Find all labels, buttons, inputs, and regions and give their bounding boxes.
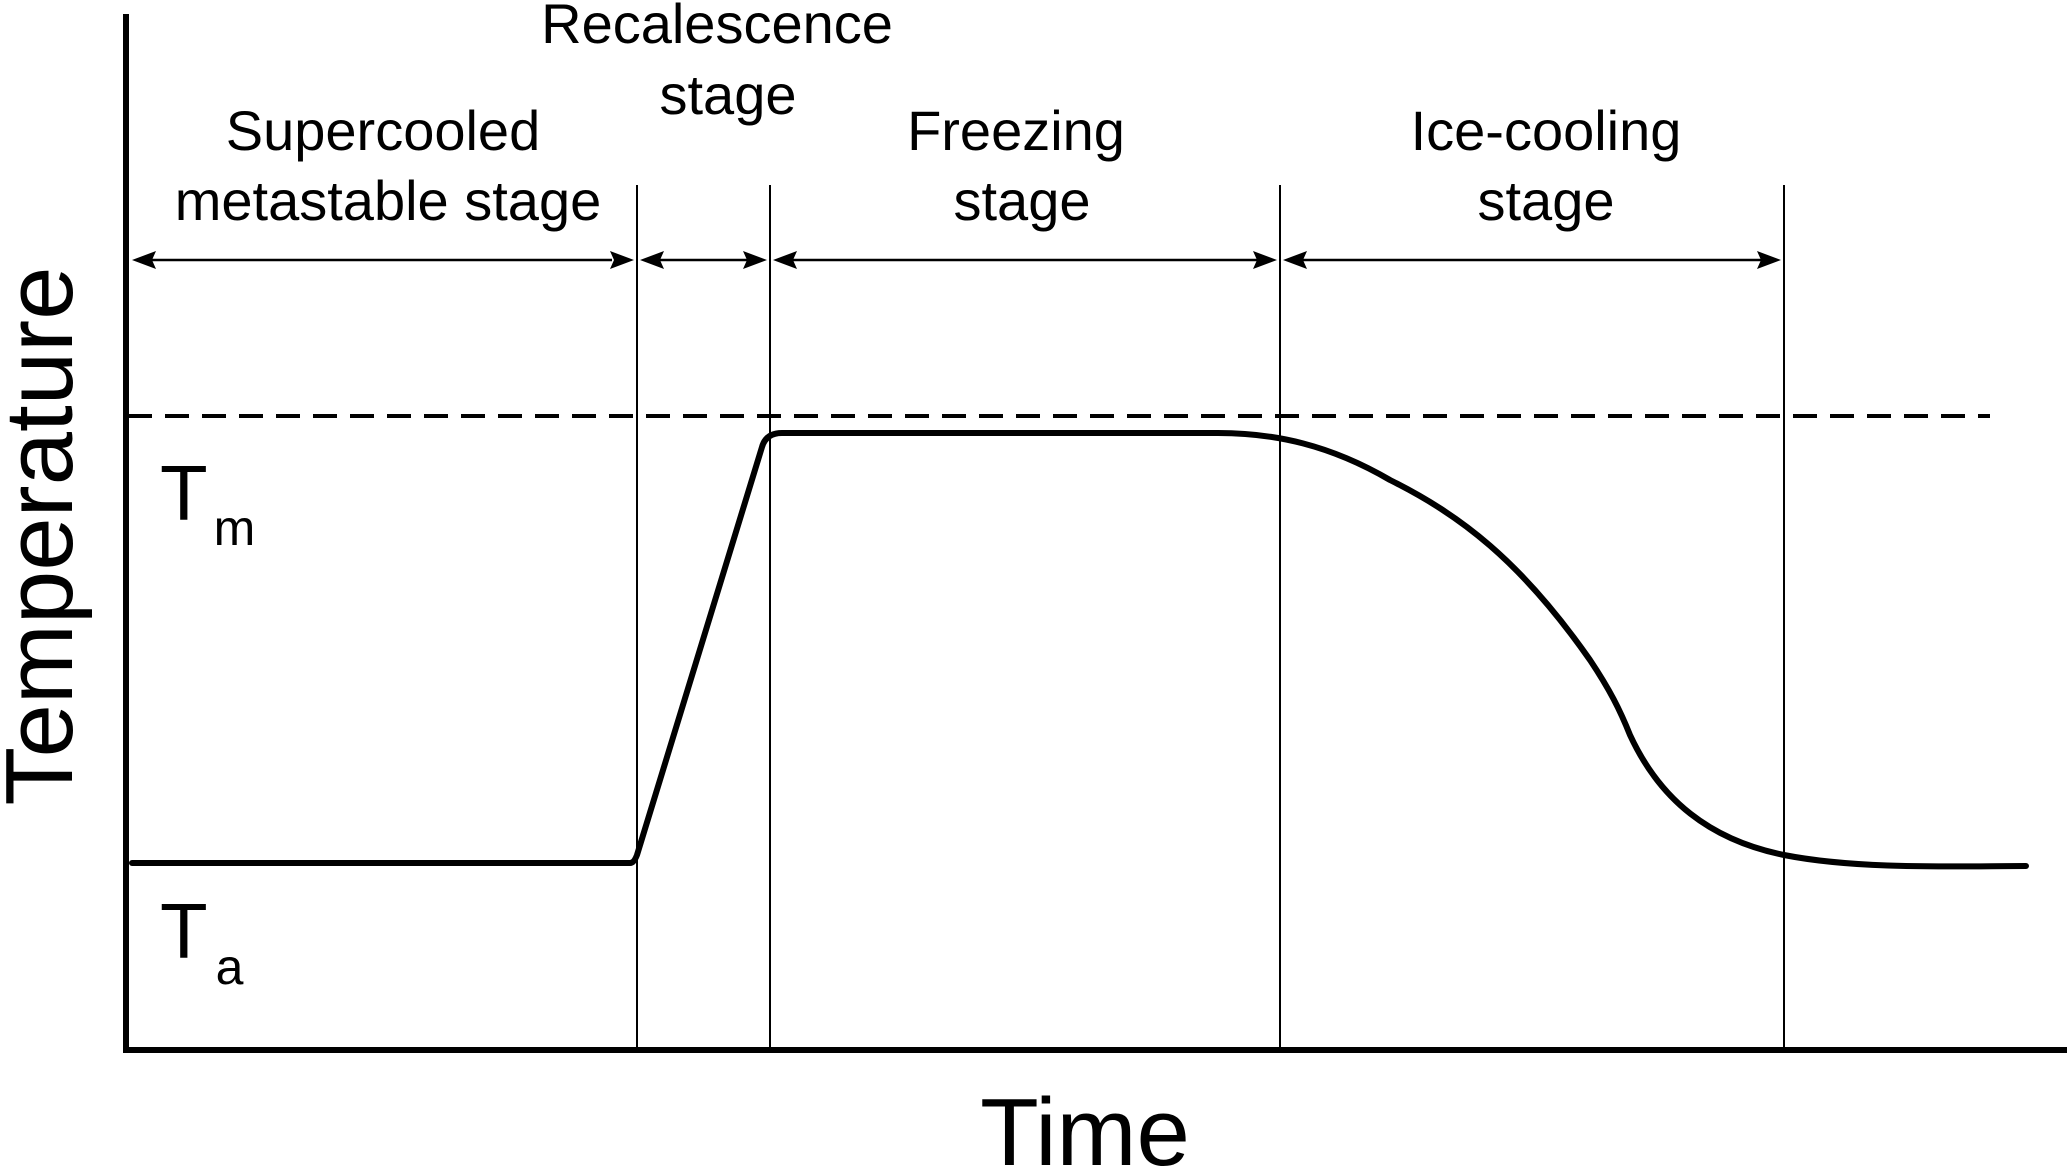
- melting-temperature-symbol: T: [160, 449, 208, 537]
- stage-label-ice-cooling-line1: Ice-cooling: [1411, 99, 1682, 162]
- stage-label-recalescence-line2: stage: [660, 63, 797, 126]
- stage-labels: Supercooled metastable stage Recalescenc…: [175, 0, 1682, 232]
- arrow-freezing: [773, 251, 1277, 269]
- stage-label-freezing-line2: stage: [954, 169, 1091, 232]
- stage-arrows: [132, 251, 1781, 269]
- melting-temperature-subscript: m: [214, 500, 256, 556]
- axes: [123, 14, 2067, 1053]
- arrow-ice-cooling: [1283, 251, 1781, 269]
- temperature-curve: [129, 430, 2029, 870]
- stage-label-supercooled-line1: Supercooled: [226, 99, 540, 162]
- arrow-recalescence: [640, 251, 767, 269]
- y-axis-title: Temperature: [0, 267, 93, 806]
- ambient-temperature-subscript: a: [216, 939, 244, 995]
- arrow-supercooled: [132, 251, 634, 269]
- stage-label-supercooled-line2: metastable stage: [175, 169, 601, 232]
- stage-label-freezing-line1: Freezing: [907, 99, 1125, 162]
- ambient-temperature-symbol: T: [160, 887, 208, 975]
- stage-boundaries: [636, 185, 1785, 1050]
- stage-label-ice-cooling-line2: stage: [1478, 169, 1615, 232]
- stage-label-recalescence-line1: Recalescence: [541, 0, 893, 55]
- x-axis-title: Time: [980, 1079, 1190, 1176]
